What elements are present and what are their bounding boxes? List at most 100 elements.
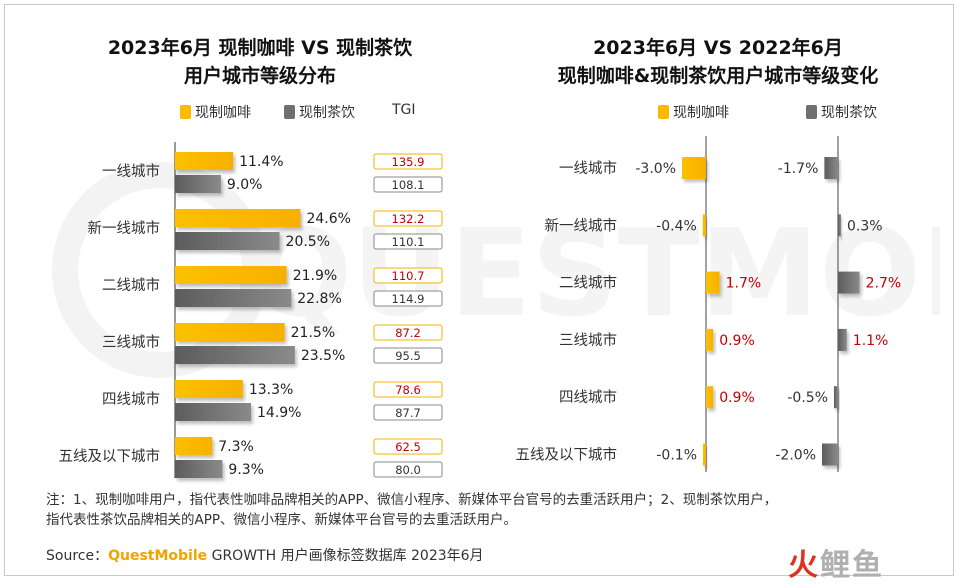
coffee-bar bbox=[175, 152, 234, 170]
data-label: 14.9% bbox=[257, 405, 301, 421]
category-label: 二线城市 bbox=[102, 277, 160, 294]
data-label: 9.3% bbox=[228, 462, 264, 478]
tea-change-bar bbox=[838, 328, 847, 351]
logo-char: 火 bbox=[788, 548, 820, 583]
coffee-bar bbox=[175, 380, 243, 398]
tgi-box-coffee bbox=[373, 324, 443, 341]
tgi-value: 80.0 bbox=[395, 463, 421, 477]
tgi-legend: TGI bbox=[392, 102, 416, 118]
source-rest: GROWTH 用户画像标签数据库 2023年6月 bbox=[207, 548, 484, 564]
tea-change-bar bbox=[824, 157, 838, 179]
coffee-bar bbox=[175, 437, 213, 455]
change-label: -0.4% bbox=[656, 218, 697, 234]
tgi-value: 95.5 bbox=[395, 349, 421, 363]
brand-logo: 火鲤鱼 bbox=[788, 540, 884, 584]
coffee-change-bar bbox=[706, 328, 714, 351]
source-prefix: Source： bbox=[46, 548, 109, 564]
tgi-box-tea bbox=[373, 290, 443, 307]
data-label: 9.0% bbox=[227, 177, 263, 193]
coffee-bar bbox=[175, 323, 285, 341]
tea-bar bbox=[175, 403, 251, 421]
change-label: -2.0% bbox=[775, 448, 816, 464]
tea-bar bbox=[175, 346, 295, 364]
left-title-line-1: 2023年6月 现制咖啡 VS 现制茶饮 bbox=[107, 37, 413, 59]
data-label: 24.6% bbox=[306, 211, 350, 227]
data-label: 20.5% bbox=[286, 234, 330, 250]
coffee-change-bar bbox=[706, 386, 714, 409]
left-legend-tea: 现制茶饮 bbox=[284, 102, 355, 122]
legend-label: 现制咖啡 bbox=[195, 105, 251, 121]
logo-char: 鲤 bbox=[820, 548, 852, 583]
tgi-box-coffee bbox=[373, 267, 443, 284]
right-title-line-2: 现制咖啡&现制茶饮用户城市等级变化 bbox=[557, 65, 879, 87]
coffee-bar bbox=[175, 266, 287, 284]
data-label: 23.5% bbox=[301, 348, 345, 364]
tgi-value: 132.2 bbox=[392, 212, 425, 226]
change-label: 2.7% bbox=[866, 276, 902, 292]
change-label: 0.9% bbox=[719, 390, 755, 406]
right-diverging-chart: 一线城市 -3.0% -1.7% 新一线城市 -0.4% 0.3% 二线城市 1.7% 2.7%… bbox=[516, 136, 902, 472]
tgi-value: 78.6 bbox=[395, 383, 421, 397]
change-label: -0.5% bbox=[787, 390, 828, 406]
legend-label: 现制茶饮 bbox=[299, 105, 355, 121]
tea-bar bbox=[175, 289, 292, 307]
tea-bar bbox=[175, 460, 223, 478]
tgi-box-tea bbox=[373, 404, 443, 421]
coffee-swatch bbox=[180, 105, 191, 119]
tgi-value: 110.1 bbox=[392, 235, 425, 249]
tgi-box-coffee bbox=[373, 210, 443, 227]
tgi-value: 135.9 bbox=[392, 155, 425, 169]
coffee-change-bar bbox=[703, 443, 706, 466]
coffee-bar bbox=[175, 209, 301, 227]
tgi-box-tea bbox=[373, 176, 443, 193]
change-label: 1.7% bbox=[726, 276, 762, 292]
tgi-value: 108.1 bbox=[392, 178, 425, 192]
left-title-line-2: 用户城市等级分布 bbox=[183, 65, 336, 87]
right-legend-tea: 现制茶饮 bbox=[806, 102, 877, 122]
category-label: 五线及以下城市 bbox=[516, 447, 618, 464]
change-label: -0.1% bbox=[656, 448, 697, 464]
legend-label: 现制咖啡 bbox=[673, 105, 729, 121]
change-label: 0.3% bbox=[847, 218, 883, 234]
tgi-box-tea bbox=[373, 347, 443, 364]
change-label: 1.1% bbox=[853, 333, 889, 349]
tgi-box-tea bbox=[373, 233, 443, 250]
coffee-change-bar bbox=[682, 157, 706, 179]
tea-swatch bbox=[284, 105, 295, 119]
tea-swatch bbox=[806, 105, 817, 119]
data-label: 21.5% bbox=[291, 325, 335, 341]
tgi-value: 87.7 bbox=[395, 406, 421, 420]
tgi-value: 110.7 bbox=[392, 269, 425, 283]
source-brand: QuestMobile bbox=[108, 548, 208, 564]
category-label: 三线城市 bbox=[559, 332, 617, 349]
footnote-line-2: 指代表性茶饮品牌相关的APP、微信小程序、新媒体平台官号的去重活跃用户。 bbox=[46, 512, 518, 528]
coffee-change-bar bbox=[702, 214, 706, 237]
legend-label: 现制茶饮 bbox=[821, 105, 877, 121]
tea-bar bbox=[175, 232, 280, 250]
tea-change-bar bbox=[822, 443, 838, 466]
tea-change-bar bbox=[838, 214, 841, 237]
right-legend-coffee: 现制咖啡 bbox=[658, 102, 729, 122]
logo-char: 鱼 bbox=[852, 548, 884, 583]
footnote-line-1: 注：1、现制咖啡用户，指代表性咖啡品牌相关的APP、微信小程序、新媒体平台官号的… bbox=[46, 492, 778, 508]
legend-label: TGI bbox=[392, 102, 416, 118]
category-label: 五线及以下城市 bbox=[59, 448, 161, 465]
category-label: 二线城市 bbox=[559, 275, 617, 292]
right-chart-title: 2023年6月 VS 2022年6月 现制咖啡&现制茶饮用户城市等级变化 bbox=[498, 34, 938, 90]
data-label: 13.3% bbox=[249, 382, 293, 398]
source-line: Source：QuestMobile GROWTH 用户画像标签数据库 2023… bbox=[46, 545, 484, 565]
category-label: 新一线城市 bbox=[88, 220, 161, 237]
category-label: 四线城市 bbox=[102, 391, 160, 408]
chart-frame bbox=[4, 4, 954, 576]
tgi-box-tea bbox=[373, 461, 443, 478]
tea-change-bar bbox=[838, 271, 860, 294]
category-label: 一线城市 bbox=[559, 160, 617, 177]
tea-bar bbox=[175, 175, 221, 193]
tgi-box-coffee bbox=[373, 438, 443, 455]
footnote: 注：1、现制咖啡用户，指代表性咖啡品牌相关的APP、微信小程序、新媒体平台官号的… bbox=[46, 490, 916, 530]
tea-change-bar bbox=[834, 386, 838, 409]
category-label: 一线城市 bbox=[102, 163, 160, 180]
tgi-value: 62.5 bbox=[395, 440, 421, 454]
change-label: -1.7% bbox=[778, 161, 819, 177]
